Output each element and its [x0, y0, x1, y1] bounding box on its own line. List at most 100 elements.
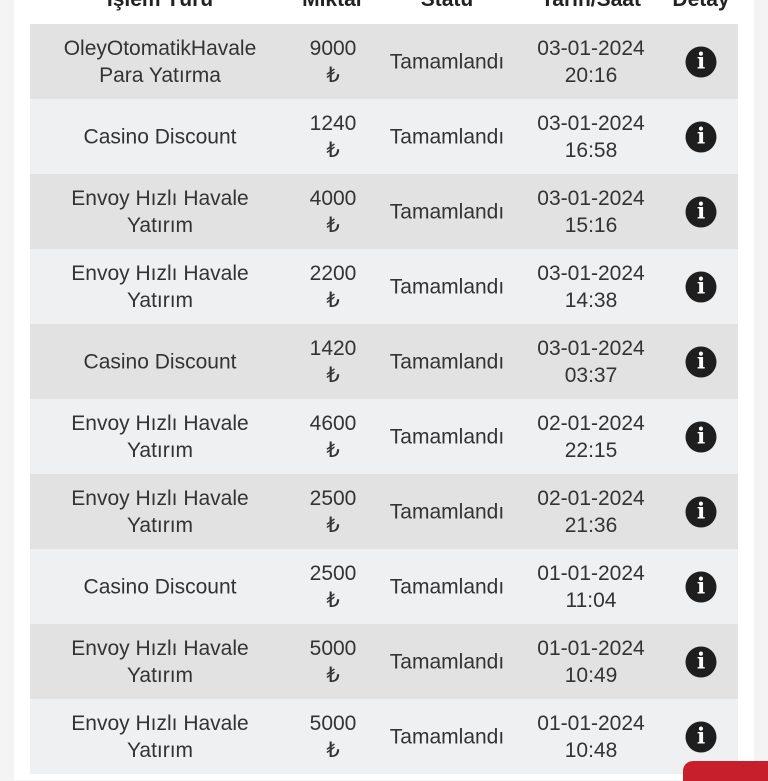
date: 02-01-2024 [537, 486, 645, 510]
amount-value: 1240 [309, 111, 357, 135]
amount: 2500 ₺ [310, 560, 357, 614]
table-row: Envoy Hızlı Havale Yatırım 2500 ₺ Tamamla… [30, 474, 738, 549]
datetime: 03-01-2024 03:37 [537, 335, 644, 389]
info-circle-icon[interactable]: i [685, 496, 717, 527]
time: 21:36 [564, 513, 618, 537]
date: 03-01-2024 [537, 111, 645, 135]
table-row: Envoy Hızlı Havale Yatırım 5000 ₺ Tamamla… [30, 699, 738, 774]
status: Tamamlandı [389, 125, 505, 148]
datetime: 01-01-2024 10:48 [537, 710, 644, 764]
date: 01-01-2024 [537, 561, 645, 585]
info-circle-icon[interactable]: i [685, 271, 717, 302]
transaction-type: Casino Discount [83, 125, 237, 148]
info-circle-icon[interactable]: i [685, 121, 717, 152]
table-row: Casino Discount 1420 ₺ Tamamlandı 03-01-2… [30, 324, 738, 399]
status: Tamamlandı [389, 425, 505, 448]
amount: 4600 ₺ [310, 410, 357, 464]
info-circle-icon[interactable]: i [685, 721, 717, 752]
status: Tamamlandı [389, 575, 505, 598]
table-header: İşlem Türü Miktar Statü Tarih/Saat Detay [30, 0, 738, 12]
amount-value: 2500 [309, 561, 357, 585]
currency-symbol: ₺ [326, 438, 340, 462]
table-row: Envoy Hızlı Havale Yatırım 4000 ₺ Tamamla… [30, 174, 738, 249]
time: 16:58 [564, 138, 618, 162]
header-status: Statü [421, 0, 474, 12]
transaction-type: Envoy Hızlı Havale Yatırım [71, 711, 249, 762]
datetime: 01-01-2024 10:49 [537, 635, 644, 689]
status: Tamamlandı [389, 500, 505, 523]
header-type: İşlem Türü [107, 0, 213, 12]
table-row: Envoy Hızlı Havale Yatırım 5000 ₺ Tamamla… [30, 624, 738, 699]
currency-symbol: ₺ [326, 513, 340, 537]
time: 11:04 [565, 588, 617, 612]
amount-value: 1420 [309, 336, 357, 360]
table-row: OleyOtomatikHavale Para Yatırma 9000 ₺ Ta… [30, 24, 738, 99]
transaction-type: Casino Discount [83, 350, 237, 373]
datetime: 03-01-2024 16:58 [537, 110, 644, 164]
status: Tamamlandı [389, 350, 505, 373]
time: 10:48 [564, 738, 618, 762]
info-circle-icon[interactable]: i [685, 571, 717, 602]
transactions-table: OleyOtomatikHavale Para Yatırma 9000 ₺ Ta… [30, 24, 738, 774]
table-row: Casino Discount 1240 ₺ Tamamlandı 03-01-2… [30, 99, 738, 174]
transaction-type: Envoy Hızlı Havale Yatırım [71, 486, 249, 537]
currency-symbol: ₺ [326, 588, 340, 612]
amount: 2200 ₺ [310, 260, 357, 314]
date: 03-01-2024 [537, 186, 645, 210]
datetime: 02-01-2024 22:15 [537, 410, 644, 464]
info-circle-icon[interactable]: i [685, 646, 717, 677]
info-circle-icon[interactable]: i [685, 196, 717, 227]
transaction-type: Envoy Hızlı Havale Yatırım [71, 411, 249, 462]
table-row: Casino Discount 2500 ₺ Tamamlandı 01-01-2… [30, 549, 738, 624]
time: 15:16 [564, 213, 618, 237]
floating-action-button[interactable] [683, 761, 768, 781]
amount-value: 5000 [309, 711, 357, 735]
date: 01-01-2024 [537, 711, 645, 735]
status: Tamamlandı [389, 275, 505, 298]
amount-value: 4000 [309, 186, 357, 210]
date: 02-01-2024 [537, 411, 645, 435]
amount: 1420 ₺ [310, 335, 357, 389]
currency-symbol: ₺ [326, 63, 340, 87]
header-date: Tarih/Saat [541, 0, 641, 12]
currency-symbol: ₺ [326, 288, 340, 312]
amount-value: 4600 [309, 411, 357, 435]
header-detail: Detay [672, 0, 729, 12]
status: Tamamlandı [389, 200, 505, 223]
transaction-type: OleyOtomatikHavale Para Yatırma [63, 36, 257, 87]
time: 10:49 [564, 663, 618, 687]
amount: 5000 ₺ [310, 710, 357, 764]
table-row: Envoy Hızlı Havale Yatırım 4600 ₺ Tamamla… [30, 399, 738, 474]
amount-value: 2200 [309, 261, 357, 285]
datetime: 01-01-2024 11:04 [537, 560, 644, 614]
amount: 9000 ₺ [310, 35, 357, 89]
amount: 1240 ₺ [310, 110, 357, 164]
info-circle-icon[interactable]: i [685, 346, 717, 377]
status: Tamamlandı [389, 50, 505, 73]
transaction-type: Casino Discount [83, 575, 237, 598]
transaction-type: Envoy Hızlı Havale Yatırım [71, 636, 249, 687]
date: 03-01-2024 [537, 36, 645, 60]
currency-symbol: ₺ [326, 663, 340, 687]
date: 03-01-2024 [537, 261, 645, 285]
time: 14:38 [564, 288, 618, 312]
time: 22:15 [564, 438, 618, 462]
info-circle-icon[interactable]: i [685, 46, 717, 77]
date: 01-01-2024 [537, 636, 645, 660]
header-amount: Miktar [302, 0, 364, 12]
datetime: 03-01-2024 20:16 [537, 35, 644, 89]
date: 03-01-2024 [537, 336, 645, 360]
datetime: 03-01-2024 15:16 [537, 185, 644, 239]
status: Tamamlandı [389, 725, 505, 748]
datetime: 03-01-2024 14:38 [537, 260, 644, 314]
amount: 5000 ₺ [310, 635, 357, 689]
status: Tamamlandı [389, 650, 505, 673]
time: 03:37 [564, 363, 618, 387]
transaction-type: Envoy Hızlı Havale Yatırım [71, 261, 249, 312]
amount-value: 2500 [309, 486, 357, 510]
info-circle-icon[interactable]: i [685, 421, 717, 452]
currency-symbol: ₺ [326, 138, 340, 162]
amount: 4000 ₺ [310, 185, 357, 239]
amount: 2500 ₺ [310, 485, 357, 539]
amount-value: 5000 [309, 636, 357, 660]
